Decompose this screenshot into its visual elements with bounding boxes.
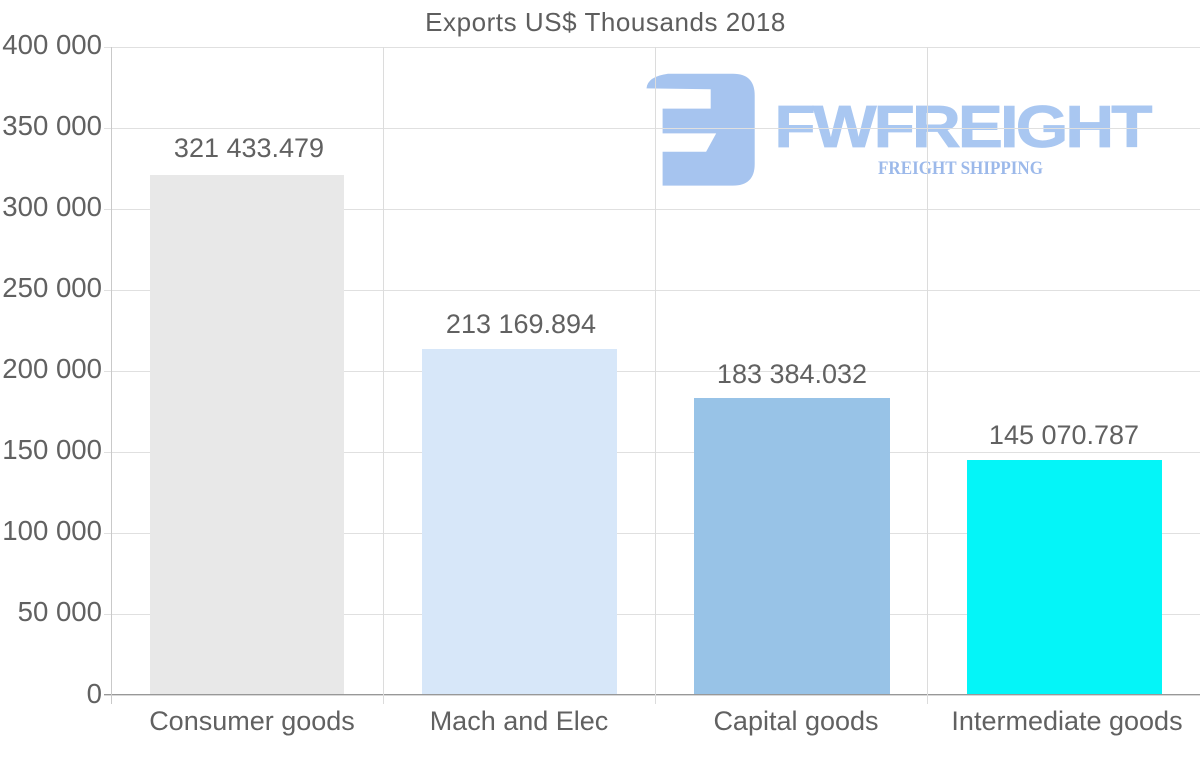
svg-text:FWFREIGHT: FWFREIGHT [774,94,1152,160]
svg-text:FREIGHT SHIPPING: FREIGHT SHIPPING [878,158,1043,179]
